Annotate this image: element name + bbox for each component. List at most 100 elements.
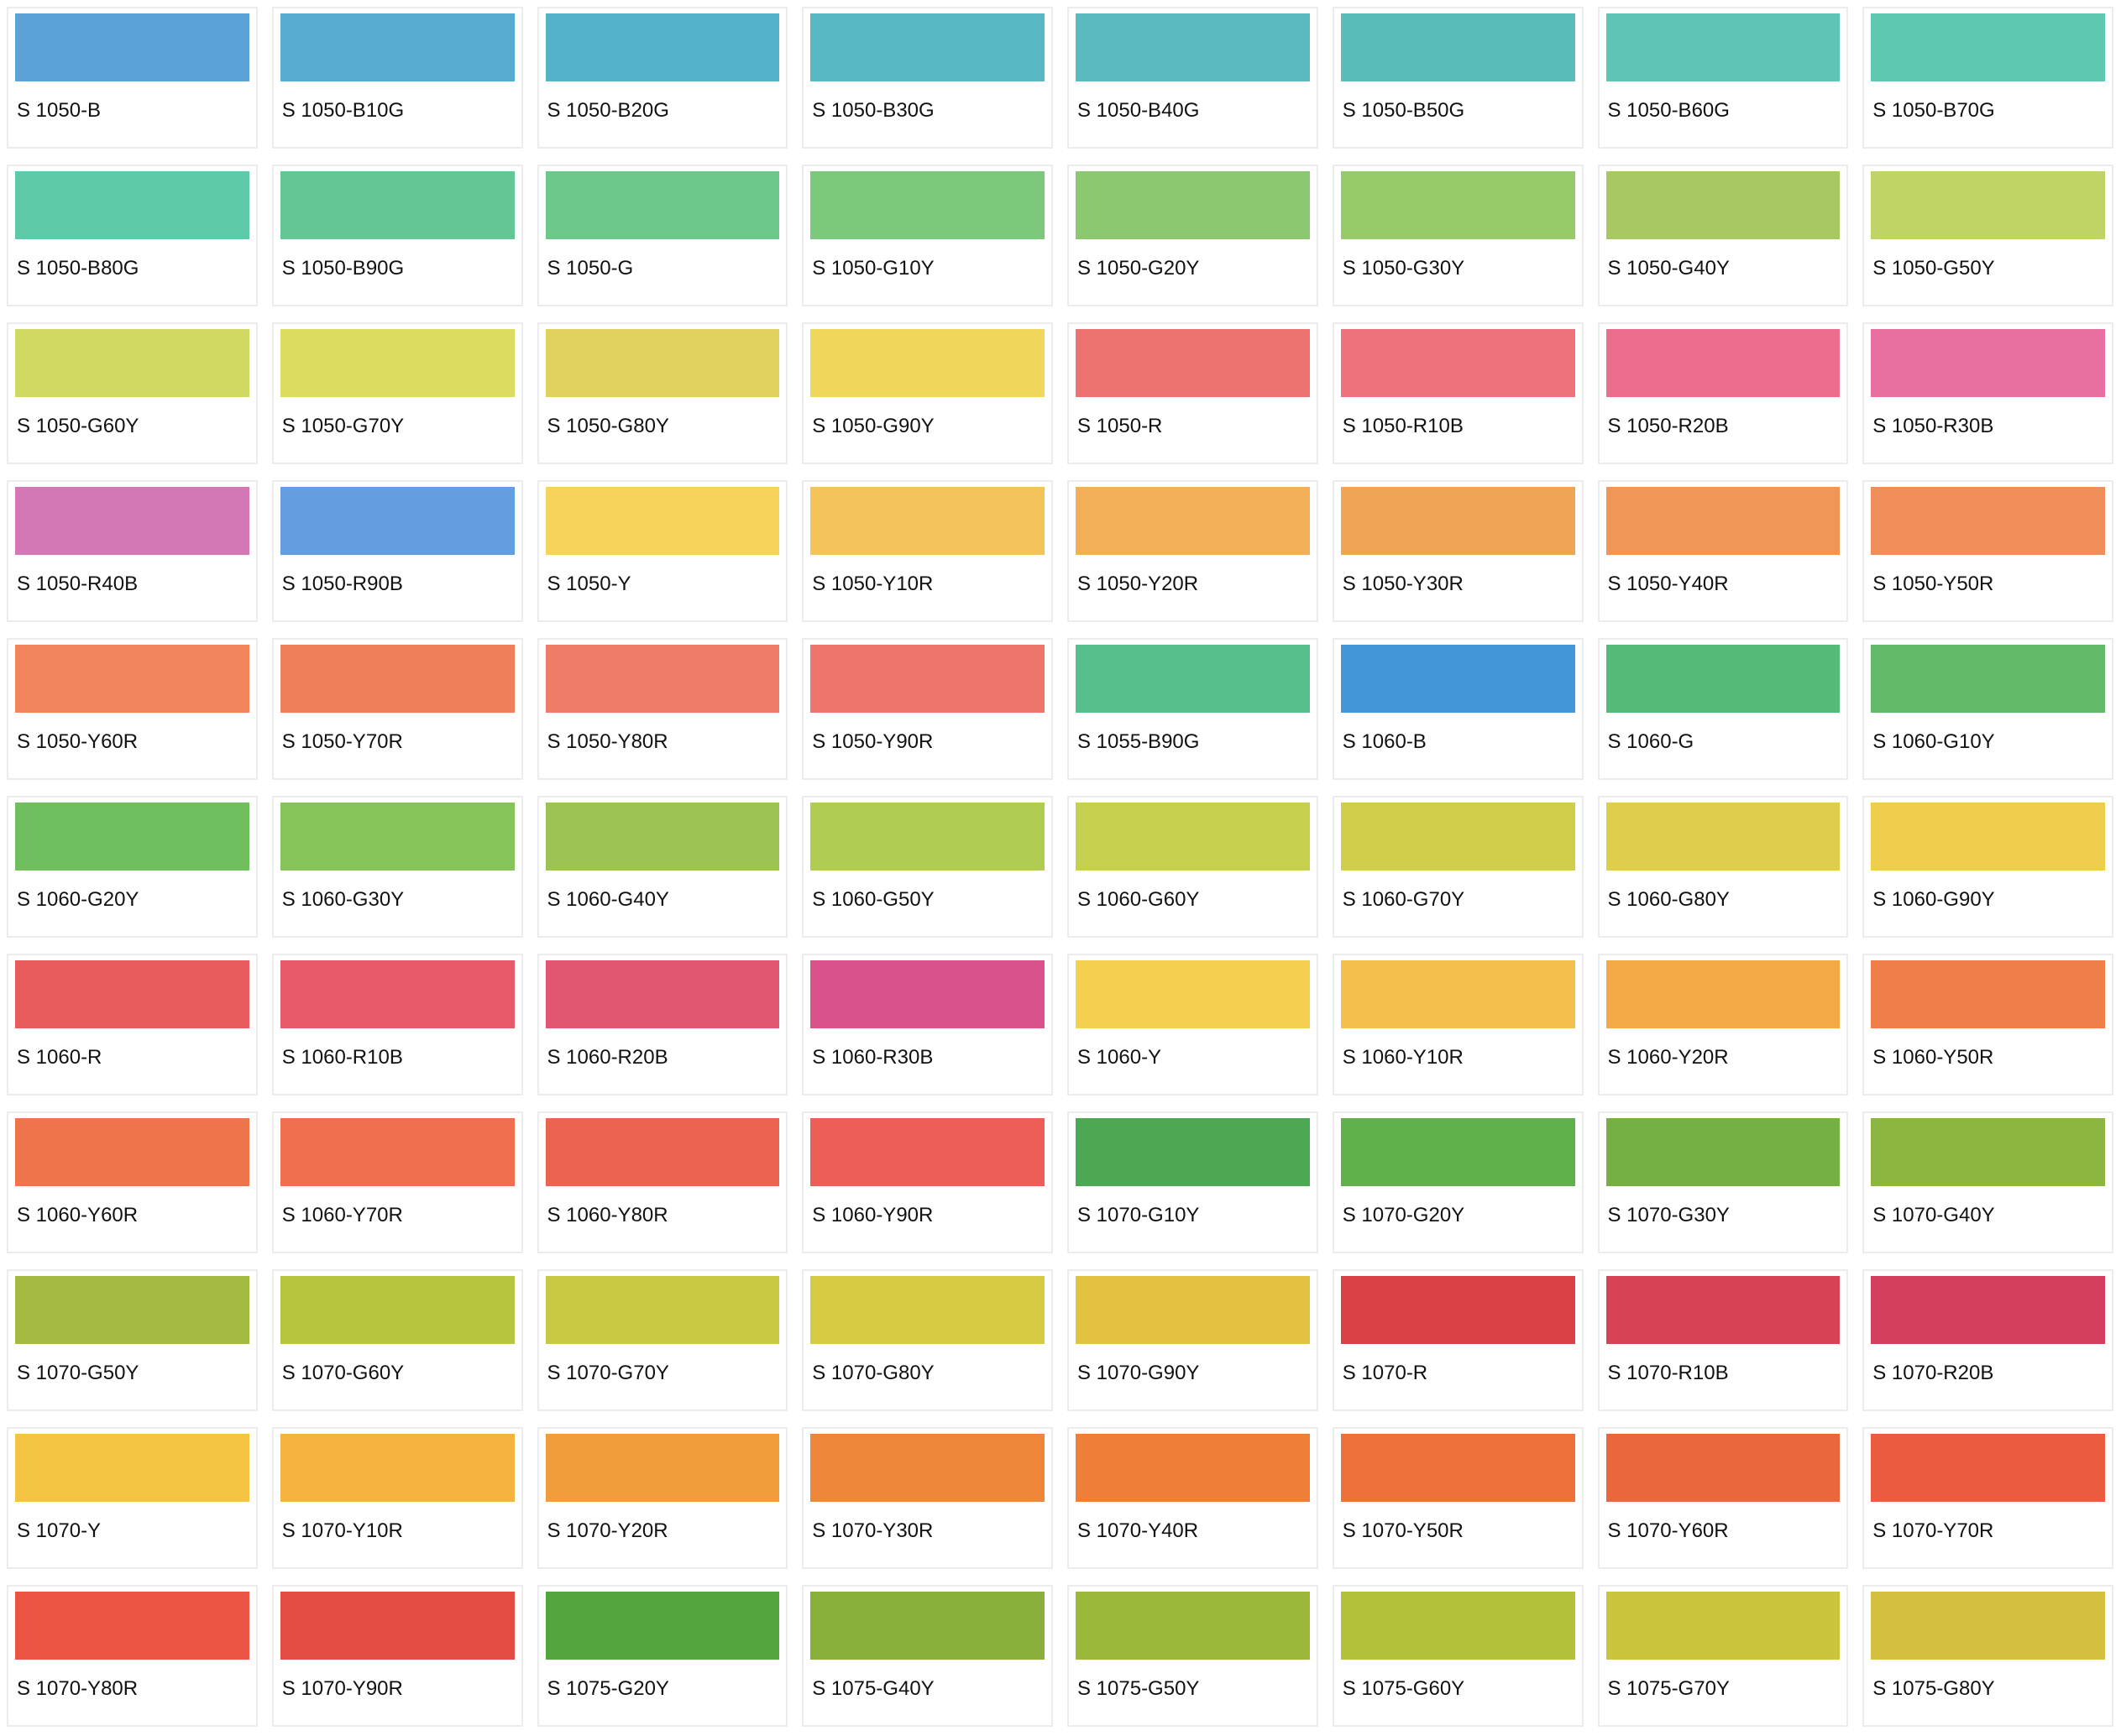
color-card[interactable]: S 1060-Y10R: [1332, 954, 1584, 1095]
color-card[interactable]: S 1050-B60G: [1597, 7, 1849, 149]
color-card[interactable]: S 1060-G60Y: [1067, 796, 1318, 938]
color-card[interactable]: S 1060-G20Y: [7, 796, 258, 938]
color-card[interactable]: S 1070-G20Y: [1332, 1111, 1584, 1253]
color-card[interactable]: S 1050-R10B: [1332, 322, 1584, 464]
color-card[interactable]: S 1050-B20G: [537, 7, 788, 149]
color-card[interactable]: S 1060-R20B: [537, 954, 788, 1095]
color-swatch: [280, 1276, 515, 1344]
color-card[interactable]: S 1050-Y10R: [802, 480, 1053, 622]
color-card[interactable]: S 1050-Y50R: [1862, 480, 2113, 622]
color-card[interactable]: S 1070-R20B: [1862, 1269, 2113, 1411]
color-swatch: [545, 1592, 780, 1660]
color-card[interactable]: S 1060-Y90R: [802, 1111, 1053, 1253]
color-card[interactable]: S 1060-R10B: [271, 954, 523, 1095]
color-name: S 1050-B30G: [812, 99, 935, 122]
color-swatch: [1076, 1118, 1310, 1186]
color-card[interactable]: S 1070-G40Y: [1862, 1111, 2113, 1253]
color-card[interactable]: S 1075-G70Y: [1597, 1585, 1849, 1727]
color-card[interactable]: S 1050-Y70R: [271, 638, 523, 780]
color-card[interactable]: S 1050-G60Y: [7, 322, 258, 464]
color-card[interactable]: S 1050-G20Y: [1067, 165, 1318, 306]
color-card[interactable]: S 1050-B10G: [271, 7, 523, 149]
color-card[interactable]: S 1060-G30Y: [271, 796, 523, 938]
color-card[interactable]: S 1070-G70Y: [537, 1269, 788, 1411]
color-card[interactable]: S 1050-G30Y: [1332, 165, 1584, 306]
color-card[interactable]: S 1050-G40Y: [1597, 165, 1849, 306]
color-card[interactable]: S 1050-B30G: [802, 7, 1053, 149]
color-card[interactable]: S 1070-Y80R: [7, 1585, 258, 1727]
color-swatch: [15, 1592, 249, 1660]
color-card[interactable]: S 1050-G50Y: [1862, 165, 2113, 306]
color-card[interactable]: S 1075-G60Y: [1332, 1585, 1584, 1727]
color-swatch: [1605, 803, 1841, 871]
color-card[interactable]: S 1075-G50Y: [1067, 1585, 1318, 1727]
color-card[interactable]: S 1060-Y: [1067, 954, 1318, 1095]
color-card[interactable]: S 1050-G10Y: [802, 165, 1053, 306]
color-card[interactable]: S 1060-G70Y: [1332, 796, 1584, 938]
color-card[interactable]: S 1070-Y40R: [1067, 1427, 1318, 1569]
color-card[interactable]: S 1050-G80Y: [537, 322, 788, 464]
color-card[interactable]: S 1050-Y: [537, 480, 788, 622]
color-card[interactable]: S 1060-Y80R: [537, 1111, 788, 1253]
color-card[interactable]: S 1050-G70Y: [271, 322, 523, 464]
color-card[interactable]: S 1060-Y20R: [1597, 954, 1849, 1095]
color-card[interactable]: S 1060-G40Y: [537, 796, 788, 938]
color-card[interactable]: S 1060-G: [1597, 638, 1849, 780]
color-card[interactable]: S 1060-G80Y: [1597, 796, 1849, 938]
color-card[interactable]: S 1070-Y10R: [271, 1427, 523, 1569]
color-card[interactable]: S 1060-G10Y: [1862, 638, 2113, 780]
color-card[interactable]: S 1050-R20B: [1597, 322, 1849, 464]
color-card[interactable]: S 1070-Y50R: [1332, 1427, 1584, 1569]
color-card[interactable]: S 1050-R40B: [7, 480, 258, 622]
color-card[interactable]: S 1050-R: [1067, 322, 1318, 464]
color-name: S 1060-R: [17, 1046, 102, 1069]
color-card[interactable]: S 1070-R10B: [1597, 1269, 1849, 1411]
color-card[interactable]: S 1070-G10Y: [1067, 1111, 1318, 1253]
color-card[interactable]: S 1050-G90Y: [802, 322, 1053, 464]
color-card[interactable]: S 1070-Y30R: [802, 1427, 1053, 1569]
color-card[interactable]: S 1060-R30B: [802, 954, 1053, 1095]
color-card[interactable]: S 1060-Y60R: [7, 1111, 258, 1253]
color-card[interactable]: S 1070-Y20R: [537, 1427, 788, 1569]
color-card[interactable]: S 1060-Y50R: [1862, 954, 2113, 1095]
color-card[interactable]: S 1075-G40Y: [802, 1585, 1053, 1727]
color-card[interactable]: S 1050-B70G: [1862, 7, 2113, 149]
color-card[interactable]: S 1050-B50G: [1332, 7, 1584, 149]
color-name: S 1070-G30Y: [1607, 1204, 1730, 1226]
color-card[interactable]: S 1050-Y30R: [1332, 480, 1584, 622]
color-card[interactable]: S 1070-Y70R: [1862, 1427, 2113, 1569]
color-card[interactable]: S 1050-Y60R: [7, 638, 258, 780]
color-card[interactable]: S 1060-Y70R: [271, 1111, 523, 1253]
color-card[interactable]: S 1050-B40G: [1067, 7, 1318, 149]
color-card[interactable]: S 1075-G20Y: [537, 1585, 788, 1727]
color-card[interactable]: S 1050-R90B: [271, 480, 523, 622]
color-card[interactable]: S 1070-R: [1332, 1269, 1584, 1411]
color-card[interactable]: S 1050-B80G: [7, 165, 258, 306]
color-card[interactable]: S 1070-Y90R: [271, 1585, 523, 1727]
color-card[interactable]: S 1075-G80Y: [1862, 1585, 2113, 1727]
color-swatch: [280, 13, 515, 81]
color-card[interactable]: S 1070-G60Y: [271, 1269, 523, 1411]
color-card[interactable]: S 1055-B90G: [1067, 638, 1318, 780]
color-card[interactable]: S 1070-G90Y: [1067, 1269, 1318, 1411]
color-card[interactable]: S 1060-G90Y: [1862, 796, 2113, 938]
color-swatch: [1340, 960, 1575, 1028]
color-card[interactable]: S 1060-R: [7, 954, 258, 1095]
color-card[interactable]: S 1050-Y40R: [1597, 480, 1849, 622]
color-name: S 1060-G70Y: [1342, 888, 1465, 911]
color-card[interactable]: S 1050-B: [7, 7, 258, 149]
color-swatch: [810, 171, 1045, 239]
color-card[interactable]: S 1060-G50Y: [802, 796, 1053, 938]
color-card[interactable]: S 1070-G50Y: [7, 1269, 258, 1411]
color-card[interactable]: S 1050-G: [537, 165, 788, 306]
color-card[interactable]: S 1060-B: [1332, 638, 1584, 780]
color-card[interactable]: S 1070-Y60R: [1597, 1427, 1849, 1569]
color-card[interactable]: S 1070-G30Y: [1597, 1111, 1849, 1253]
color-card[interactable]: S 1050-Y80R: [537, 638, 788, 780]
color-card[interactable]: S 1050-Y20R: [1067, 480, 1318, 622]
color-card[interactable]: S 1050-Y90R: [802, 638, 1053, 780]
color-card[interactable]: S 1070-G80Y: [802, 1269, 1053, 1411]
color-card[interactable]: S 1050-B90G: [271, 165, 523, 306]
color-card[interactable]: S 1050-R30B: [1862, 322, 2113, 464]
color-card[interactable]: S 1070-Y: [7, 1427, 258, 1569]
